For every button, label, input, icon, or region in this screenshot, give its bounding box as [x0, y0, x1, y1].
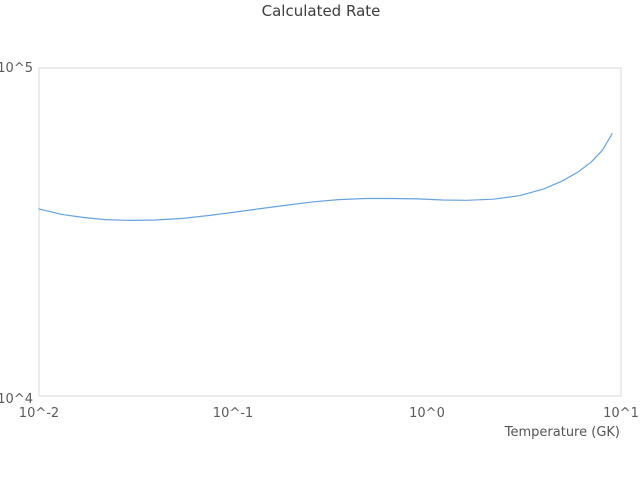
x-tick-label-1e-1: 10^-1	[213, 406, 253, 421]
y-tick-label-1e5: 10^5	[0, 61, 33, 76]
x-axis-label: Temperature (GK)	[504, 425, 620, 440]
chart-title: Calculated Rate	[262, 2, 381, 20]
y-tick-label-1e4: 10^4	[0, 392, 33, 407]
plot-area	[38, 67, 622, 397]
x-tick-label-1e1: 10^1	[603, 406, 639, 421]
x-tick-label-1e-2: 10^-2	[19, 406, 59, 421]
x-tick-label-1e0: 10^0	[409, 406, 445, 421]
rate-line	[38, 133, 613, 221]
